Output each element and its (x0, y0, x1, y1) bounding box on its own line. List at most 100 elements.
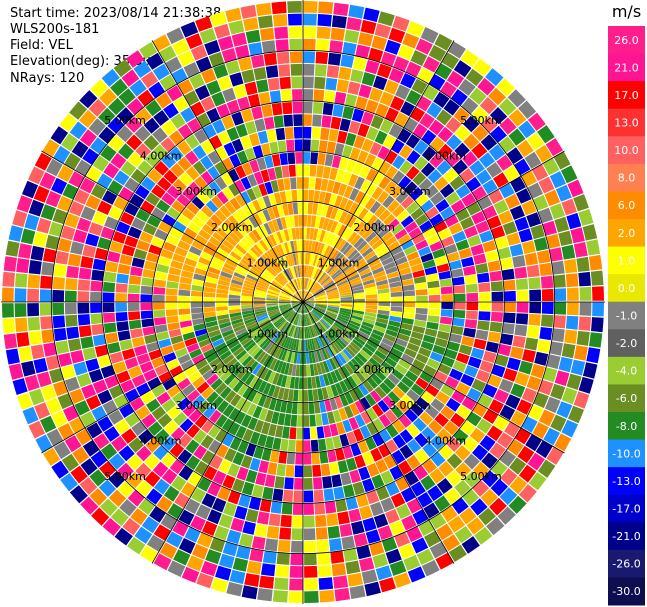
ppi-gate (205, 241, 219, 252)
ppi-gate (118, 88, 136, 106)
ppi-gate (299, 290, 303, 302)
ppi-gate (99, 461, 116, 479)
ppi-gate (217, 75, 233, 91)
ppi-gate (207, 481, 222, 497)
ppi-gate (328, 303, 340, 306)
ppi-gate (266, 302, 278, 304)
ppi-gate (43, 342, 57, 357)
ppi-gate (297, 326, 301, 339)
ppi-gate (446, 251, 460, 263)
ppi-gate (303, 293, 311, 302)
ppi-gate (470, 498, 488, 516)
ppi-gate (573, 242, 588, 258)
ppi-gate (331, 325, 342, 335)
ppi-gate (498, 378, 514, 393)
ppi-gate (242, 521, 256, 535)
ppi-gate (145, 437, 161, 453)
ppi-gate (61, 133, 79, 152)
ppi-gate (339, 197, 349, 210)
ppi-gate (260, 169, 270, 183)
ppi-gate (437, 428, 452, 444)
ppi-gate (245, 358, 256, 370)
ppi-gate (436, 109, 453, 126)
ppi-gate (449, 333, 462, 344)
ppi-gate (313, 363, 319, 376)
ppi-gate (45, 190, 62, 208)
ppi-gate (494, 236, 509, 250)
ppi-gate (570, 359, 586, 376)
ppi-gate (156, 331, 170, 341)
ppi-gate (379, 91, 394, 107)
ppi-gate (428, 287, 441, 295)
ppi-gate (190, 44, 208, 61)
ppi-gate (308, 351, 313, 364)
ppi-gate (374, 275, 387, 283)
ppi-gate (271, 219, 280, 232)
ppi-gate (358, 367, 370, 380)
ppi-gate (311, 338, 316, 351)
ppi-gate (296, 278, 301, 290)
ppi-gate (592, 286, 604, 301)
ppi-gate (433, 220, 448, 233)
ppi-gate (185, 134, 200, 150)
ppi-gate (393, 56, 410, 72)
ppi-gate (262, 550, 277, 564)
ppi-gate (343, 484, 355, 498)
ppi-gate (298, 214, 303, 227)
ppi-gate (241, 289, 254, 295)
ppi-gate (308, 240, 313, 253)
ppi-gate (294, 294, 303, 302)
ppi-gate (53, 145, 71, 164)
ppi-gate (283, 270, 291, 281)
ppi-gate (533, 392, 549, 409)
ppi-gate (434, 255, 448, 266)
ppi-gate (303, 101, 313, 114)
ppi-gate (193, 445, 208, 460)
ppi-gate (429, 213, 444, 226)
ppi-gate (303, 139, 311, 152)
ppi-gate (459, 168, 475, 183)
ppi-gate (320, 127, 330, 141)
ppi-gate (320, 178, 329, 192)
ppi-gate (28, 166, 45, 185)
ppi-gate (387, 218, 400, 231)
ppi-gate (267, 307, 279, 312)
ppi-gate (499, 487, 518, 506)
ppi-gate (266, 129, 277, 142)
ppi-gate (268, 311, 280, 317)
ppi-gate (283, 323, 291, 334)
ppi-gate (162, 214, 176, 227)
ppi-gate (349, 188, 360, 201)
ppi-gate (241, 302, 253, 306)
ppi-gate (297, 402, 303, 415)
ppi-gate (319, 451, 329, 464)
ppi-gate (283, 309, 294, 318)
ppi-gate (267, 77, 280, 91)
ppi-gate (446, 453, 463, 469)
ppi-gate (134, 125, 151, 142)
ppi-gate (284, 310, 294, 319)
ppi-gate (303, 152, 311, 164)
ppi-gate (341, 171, 352, 185)
ppi-gate (400, 195, 414, 209)
ppi-gate (28, 330, 42, 346)
ppi-gate (80, 206, 96, 221)
ppi-gate (430, 398, 445, 412)
ppi-gate (249, 457, 261, 472)
ppi-gate (347, 249, 359, 260)
ppi-gate (248, 42, 263, 56)
ppi-gate (296, 177, 303, 189)
ppi-gate (291, 300, 303, 302)
ppi-gate (280, 438, 289, 452)
ppi-gate (438, 270, 451, 280)
ppi-gate (318, 191, 326, 204)
ppi-gate (330, 371, 339, 384)
ppi-gate (114, 419, 130, 435)
ppi-gate (300, 339, 303, 352)
ppi-gate (97, 200, 112, 215)
ppi-gate (362, 318, 375, 325)
ppi-gate (303, 76, 314, 89)
ppi-gate (349, 276, 361, 284)
ppi-gate (279, 76, 291, 90)
ppi-gate (33, 358, 48, 374)
